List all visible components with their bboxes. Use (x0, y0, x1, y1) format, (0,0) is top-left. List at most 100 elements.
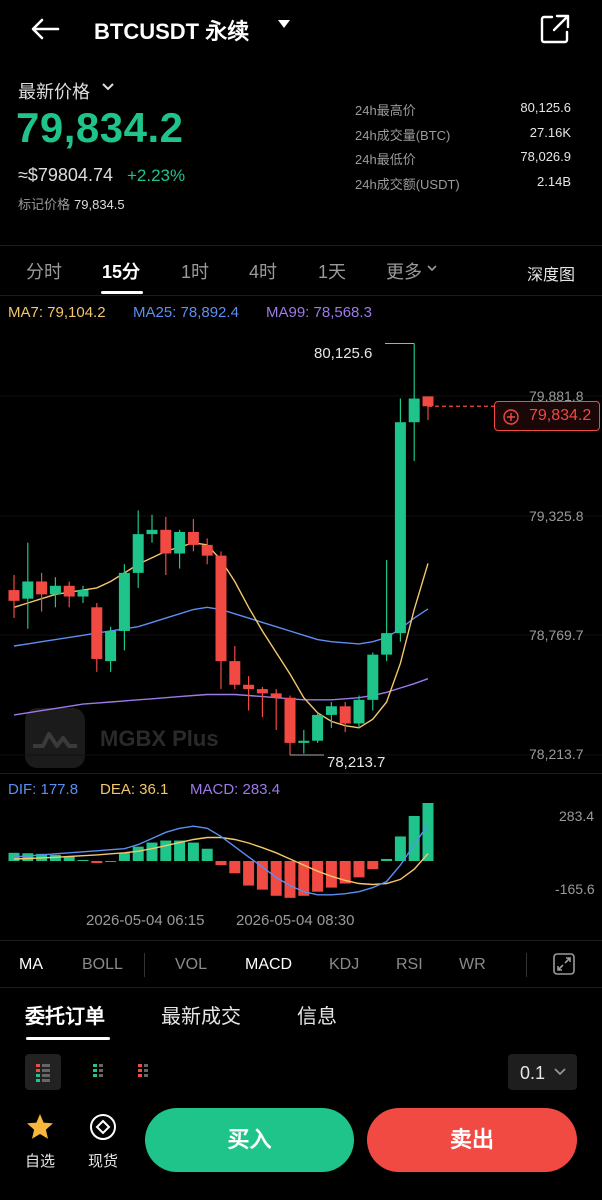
macd-histogram-bar (174, 840, 186, 861)
macd-histogram-bar (105, 861, 117, 863)
orderbook-asks-view-button[interactable] (125, 1054, 161, 1090)
tab-1d[interactable]: 1天 (318, 262, 347, 282)
macd-histogram-bar (63, 856, 75, 861)
stat-label: 24h最高价 (355, 103, 416, 118)
orderbook-bids-view-button[interactable] (80, 1054, 116, 1090)
spot-label[interactable]: 现货 (88, 1153, 119, 1170)
stat-value: 2.14B (537, 173, 571, 189)
time-axis-label: 2026-05-04 06:15 (86, 912, 205, 929)
tab-more[interactable]: 更多 (386, 262, 422, 282)
sell-button[interactable]: 卖出 (367, 1108, 577, 1172)
star-icon[interactable] (25, 1112, 55, 1142)
macd-histogram-bar (284, 861, 296, 898)
pair-title[interactable]: BTCUSDT 永续 (94, 19, 250, 44)
macd-histogram-bar (146, 842, 158, 861)
watermark-logo (25, 708, 85, 768)
indicator-rsi[interactable]: RSI (396, 956, 423, 973)
candlestick-chart[interactable] (0, 325, 602, 780)
macd-histogram-bar (132, 846, 144, 861)
external-link-icon[interactable] (538, 12, 572, 46)
indicator-macd[interactable]: MACD (245, 956, 293, 973)
stat-label: 24h成交额(USDT) (355, 176, 460, 192)
indicator-wr[interactable]: WR (459, 956, 486, 973)
ma25-legend: MA25: 78,892.4 (133, 304, 239, 321)
tab-1h[interactable]: 1时 (181, 262, 210, 282)
candle-body (105, 630, 117, 662)
candle-body (146, 529, 158, 535)
candle-body (187, 531, 199, 545)
macd-histogram-bar (353, 861, 365, 878)
orderbook-both-icon (36, 1064, 50, 1082)
tab-latest-trades[interactable]: 最新成交 (161, 1006, 241, 1028)
latest-price-label[interactable]: 最新价格 (18, 82, 90, 102)
dif-legend: DIF: 177.8 (8, 781, 79, 798)
candle-body (77, 590, 89, 597)
ma99-legend: MA99: 78,568.3 (266, 304, 372, 321)
candle-body (91, 607, 103, 659)
chevron-down-icon[interactable] (427, 264, 437, 272)
stats-panel: 24h最高价 80,125.6 24h成交量(BTC) 27.16K 24h最低价 7… (355, 100, 571, 198)
watchlist-label[interactable]: 自选 (25, 1153, 56, 1170)
candle-body (394, 422, 406, 634)
orderbook-both-view-button[interactable] (25, 1054, 61, 1090)
macd-histogram-bar (422, 803, 434, 861)
macd-axis-label: 283.4 (559, 808, 595, 824)
stat-row: 24h成交额(USDT) 2.14B (355, 174, 571, 199)
candle-body (229, 661, 241, 685)
spot-icon[interactable] (88, 1112, 118, 1142)
macd-histogram-bar (367, 861, 379, 870)
candle-body (284, 697, 296, 743)
candle-body (118, 572, 130, 631)
candle-body (325, 706, 337, 715)
indicator-vol[interactable]: VOL (175, 956, 208, 973)
buy-button[interactable]: 买入 (145, 1108, 354, 1172)
dif-line (13, 824, 429, 896)
macd-histogram-bar (408, 815, 420, 861)
price-axis-label: 78,769.7 (529, 627, 584, 643)
macd-histogram-bar (339, 861, 351, 884)
macd-histogram-bar (298, 861, 310, 896)
tab-info[interactable]: 信息 (297, 1006, 337, 1028)
precision-select[interactable]: 0.1 (508, 1054, 577, 1090)
macd-chart[interactable] (0, 800, 602, 910)
depth-chart-button[interactable]: 深度图 (527, 267, 576, 284)
macd-histogram-bar (215, 861, 227, 866)
macd-histogram-bar (201, 848, 213, 861)
stat-value: 78,026.9 (520, 149, 571, 164)
macd-histogram-bar (91, 861, 103, 864)
mgbx-logo-icon (33, 732, 77, 748)
tab-time-sharing[interactable]: 分时 (26, 262, 62, 282)
price-axis-label: 78,213.7 (529, 746, 584, 762)
chevron-down-icon[interactable] (102, 82, 114, 92)
fullscreen-icon[interactable] (552, 952, 576, 976)
macd-histogram-bar (187, 842, 199, 861)
indicator-boll[interactable]: BOLL (82, 956, 123, 973)
divider (0, 245, 602, 246)
candle-body (36, 581, 48, 595)
tab-open-orders[interactable]: 委托订单 (25, 1006, 105, 1028)
candle-body (381, 633, 393, 655)
active-tab-indicator (26, 1037, 110, 1040)
low-price-marker: 78,213.7 (327, 754, 386, 771)
tab-15m[interactable]: 15分 (102, 262, 141, 282)
arrow-left-icon[interactable] (28, 14, 62, 44)
usd-equivalent: ≈$79804.74 (18, 165, 113, 185)
candle-body (49, 585, 61, 595)
candle-body (408, 398, 420, 423)
macd-histogram-bar (22, 853, 34, 861)
crosshair-icon (503, 409, 519, 425)
stat-value: 80,125.6 (520, 100, 571, 115)
tab-4h[interactable]: 4时 (249, 262, 278, 282)
price-change-percent: +2.23% (127, 166, 186, 185)
last-price-tag[interactable]: 79,834.2 (494, 401, 600, 431)
indicator-kdj[interactable]: KDJ (329, 956, 360, 973)
mark-price: 标记价格 79,834.5 (18, 194, 125, 213)
chevron-down-icon[interactable] (278, 20, 290, 28)
macd-histogram-bar (325, 861, 337, 888)
macd-legend: MACD: 283.4 (190, 781, 281, 798)
macd-histogram-bar (312, 861, 324, 892)
candle-body (353, 699, 365, 724)
candle-body (63, 585, 75, 597)
candle-body (298, 740, 310, 743)
indicator-ma[interactable]: MA (19, 956, 43, 973)
